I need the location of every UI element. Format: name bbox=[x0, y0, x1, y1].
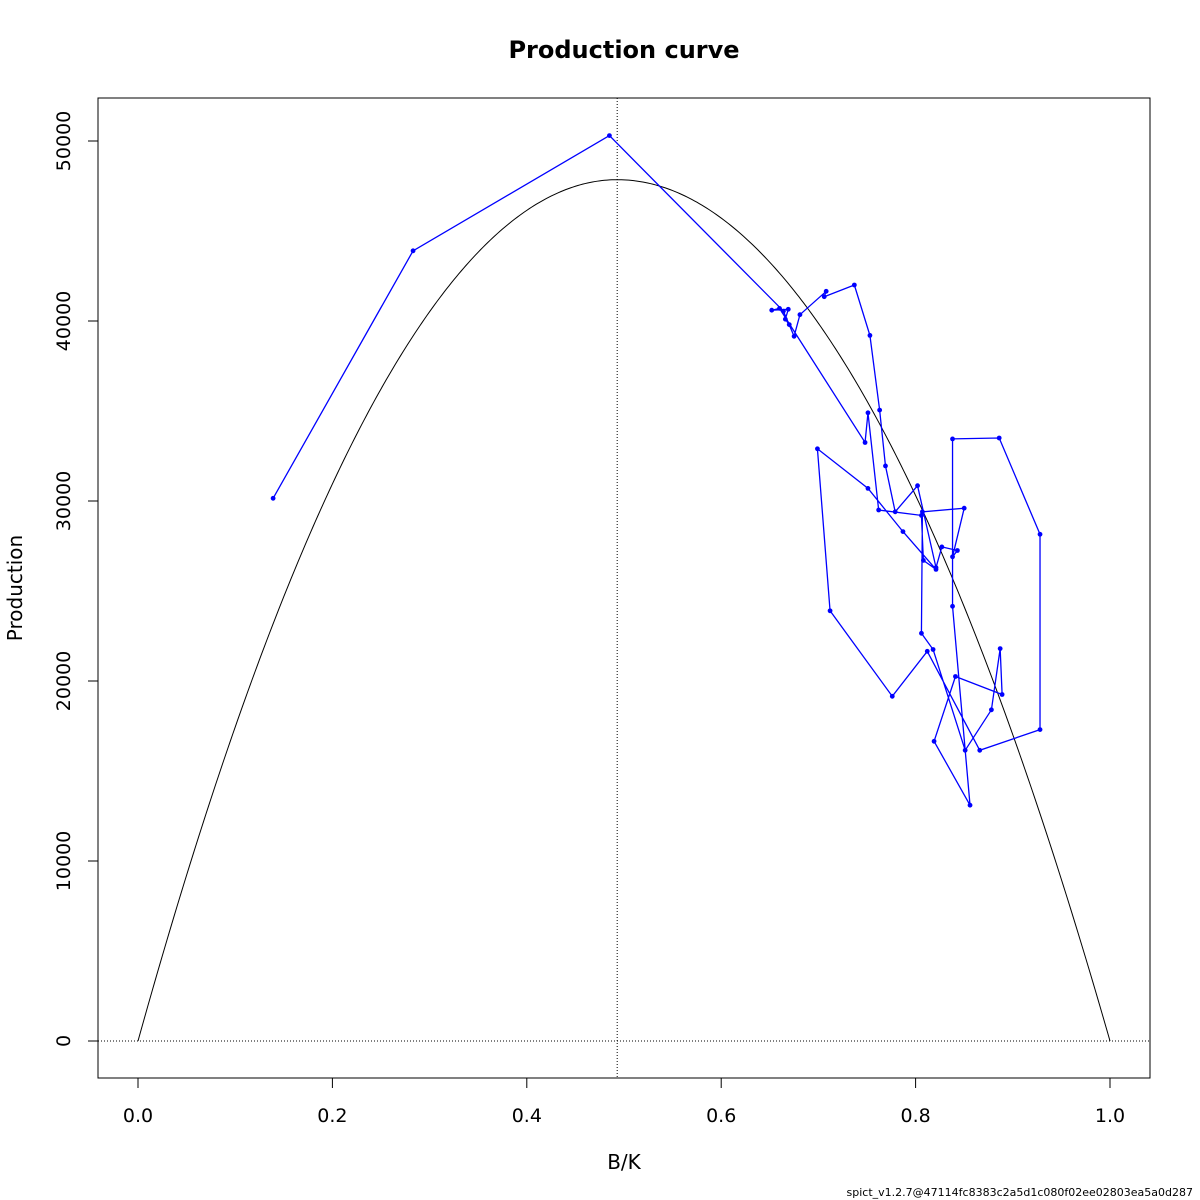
y-tick-label: 30000 bbox=[53, 471, 75, 531]
y-tick-label: 50000 bbox=[53, 111, 75, 171]
trajectory-point bbox=[989, 707, 994, 713]
trajectory-point bbox=[933, 567, 939, 572]
production-curve-layer bbox=[137, 179, 1111, 1042]
trajectory-point bbox=[607, 133, 612, 139]
trajectory-point bbox=[865, 410, 871, 416]
trajectory-point bbox=[823, 288, 829, 294]
trajectory-point bbox=[955, 548, 960, 553]
trajectory-point bbox=[410, 248, 416, 254]
trajectory-point bbox=[930, 647, 936, 652]
trajectory-point bbox=[1037, 727, 1043, 732]
trajectory-point bbox=[997, 646, 1003, 651]
trajectory-point bbox=[827, 608, 833, 614]
trajectory-point bbox=[769, 307, 775, 313]
x-tick-label: 0.0 bbox=[123, 1105, 153, 1127]
trajectory-point bbox=[815, 446, 820, 452]
trajectory-point bbox=[851, 282, 857, 288]
trajectory-point bbox=[862, 440, 868, 445]
trajectory-point bbox=[920, 509, 925, 515]
trajectory-point bbox=[877, 407, 883, 413]
plot-frame bbox=[97, 97, 1151, 1079]
x-tick-label: 0.4 bbox=[512, 1105, 542, 1127]
trajectory-point bbox=[1037, 531, 1043, 537]
trajectory-point bbox=[876, 507, 882, 513]
trajectory-point bbox=[939, 544, 945, 550]
trajectory-point bbox=[889, 693, 895, 699]
trajectory-point bbox=[920, 558, 926, 563]
trajectory-point bbox=[777, 306, 782, 311]
y-axis-label: Production bbox=[3, 535, 27, 641]
reference-lines bbox=[98, 98, 1150, 1078]
chart-title: Production curve bbox=[508, 36, 739, 64]
trajectory-point bbox=[782, 316, 788, 322]
trajectory-point bbox=[865, 486, 871, 491]
trajectory-point bbox=[931, 738, 937, 744]
trajectory-point bbox=[883, 463, 888, 469]
trajectory-point bbox=[797, 312, 803, 318]
trajectory-point bbox=[950, 603, 955, 609]
trajectory-point bbox=[900, 529, 906, 534]
trajectory-point bbox=[821, 294, 827, 300]
trajectory-point bbox=[781, 308, 786, 314]
x-tick-label: 0.6 bbox=[706, 1105, 736, 1127]
y-tick-label: 40000 bbox=[53, 291, 75, 351]
trajectory-point bbox=[953, 674, 958, 679]
trajectory-point bbox=[892, 509, 898, 515]
trajectory-point bbox=[786, 322, 792, 327]
trajectory-point bbox=[967, 802, 973, 808]
trajectory-point bbox=[785, 306, 791, 312]
trajectory-point bbox=[962, 747, 968, 753]
x-axis: 0.0 0.2 0.4 0.6 0.8 1.0 bbox=[123, 1077, 1125, 1127]
y-axis: 0 10000 20000 30000 40000 50000 bbox=[53, 111, 99, 1047]
x-tick-label: 0.2 bbox=[317, 1105, 347, 1127]
y-tick-label: 0 bbox=[53, 1035, 75, 1047]
y-tick-label: 20000 bbox=[53, 651, 75, 711]
trajectory-point bbox=[867, 333, 873, 338]
trajectory-point bbox=[999, 692, 1005, 697]
series-layer bbox=[270, 133, 1043, 808]
trajectory-point bbox=[977, 747, 983, 753]
footer-version: spict_v1.2.7@47114fc8383c2a5d1c080f02ee0… bbox=[847, 1186, 1193, 1199]
trajectory-point bbox=[924, 648, 930, 654]
x-axis-label: B/K bbox=[607, 1150, 641, 1174]
production-curve bbox=[137, 179, 1111, 1042]
trajectory-point bbox=[791, 333, 797, 339]
trajectory-point bbox=[950, 436, 955, 442]
trajectory-point bbox=[996, 435, 1002, 441]
trajectory-point bbox=[919, 513, 924, 518]
trajectory-point bbox=[950, 554, 955, 560]
x-tick-label: 1.0 bbox=[1095, 1105, 1125, 1127]
trajectory-point bbox=[919, 630, 924, 636]
trajectory-point bbox=[961, 505, 967, 511]
x-tick-label: 0.8 bbox=[900, 1105, 930, 1127]
trajectory-point bbox=[915, 483, 920, 489]
trajectory-point bbox=[270, 495, 276, 501]
trajectory-line bbox=[272, 134, 1041, 806]
y-tick-label: 10000 bbox=[53, 831, 75, 891]
